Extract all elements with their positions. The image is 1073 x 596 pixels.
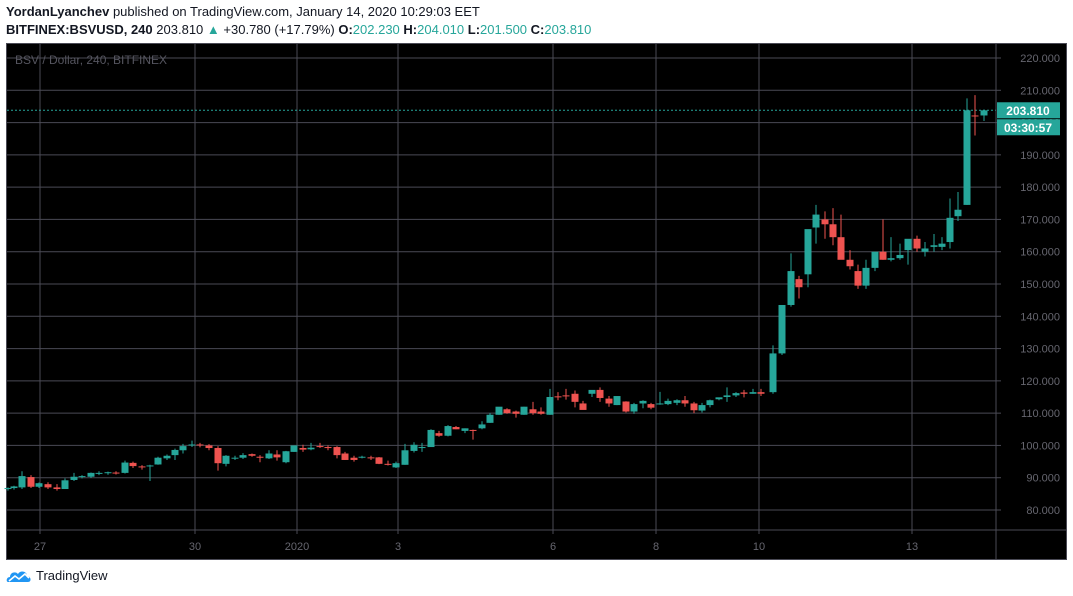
price-change: +30.780 (+17.79%) — [223, 22, 335, 37]
price-tick-label: 140.000 — [1020, 311, 1060, 323]
bar-countdown: 03:30:57 — [1004, 121, 1052, 135]
price-tick-label: 160.000 — [1020, 247, 1060, 259]
price-tick-label: 130.000 — [1020, 344, 1060, 356]
chart-watermark: BSV / Dollar, 240, BITFINEX — [15, 53, 168, 67]
price-tick-label: 180.000 — [1020, 182, 1060, 194]
up-arrow-icon: ▲ — [206, 22, 220, 37]
open-value: 202.230 — [352, 22, 400, 37]
symbol-label: BITFINEX:BSVUSD, 240 — [6, 22, 153, 37]
chart-frame[interactable] — [6, 43, 1067, 560]
time-tick-label: 13 — [906, 541, 918, 553]
footer-brand[interactable]: TradingView — [6, 568, 108, 583]
symbol-legend: BITFINEX:BSVUSD, 240 203.810 ▲ +30.780 (… — [6, 22, 591, 37]
high-label: H: — [403, 22, 418, 37]
publish-info: YordanLyanchev published on TradingView.… — [6, 4, 480, 19]
low-label: L: — [467, 22, 481, 37]
price-tick-label: 80.000 — [1026, 505, 1060, 517]
published-text: published on TradingView.com, January 14… — [112, 4, 480, 19]
chart-grid — [7, 44, 996, 530]
last-price: 203.810 — [156, 22, 204, 37]
time-tick-label: 8 — [653, 541, 659, 553]
high-value: 204.010 — [417, 22, 465, 37]
low-value: 201.500 — [480, 22, 528, 37]
close-value: 203.810 — [544, 22, 592, 37]
price-tick-label: 120.000 — [1020, 376, 1060, 388]
price-tick-label: 190.000 — [1020, 150, 1060, 162]
price-tick-label: 90.000 — [1026, 473, 1060, 485]
time-axis[interactable]: 27 30 2020 3 6 8 10 13 — [7, 529, 1066, 553]
tradingview-cloud-icon — [6, 571, 31, 582]
open-label: O: — [338, 22, 353, 37]
close-label: C: — [530, 22, 545, 37]
time-tick-label: 2020 — [285, 541, 309, 553]
time-tick-label: 3 — [395, 541, 401, 553]
brand-name: TradingView — [36, 568, 108, 583]
candles — [4, 95, 988, 491]
price-tick-label: 220.000 — [1020, 53, 1060, 65]
time-tick-label: 27 — [34, 541, 46, 553]
time-tick-label: 10 — [753, 541, 765, 553]
price-tick-label: 150.000 — [1020, 279, 1060, 291]
price-tick-label: 210.000 — [1020, 85, 1060, 97]
time-tick-label: 30 — [189, 541, 201, 553]
last-price-badge-value: 203.810 — [1006, 104, 1050, 118]
price-tick-label: 100.000 — [1020, 440, 1060, 452]
author-name[interactable]: YordanLyanchev — [6, 4, 110, 19]
price-axis[interactable]: 220.000210.000200.000190.000180.000170.0… — [995, 44, 1060, 559]
price-tick-label: 170.000 — [1020, 214, 1060, 226]
last-price-badge: 203.810 03:30:57 — [997, 102, 1060, 136]
price-tick-label: 110.000 — [1021, 408, 1060, 420]
time-tick-label: 6 — [550, 541, 556, 553]
